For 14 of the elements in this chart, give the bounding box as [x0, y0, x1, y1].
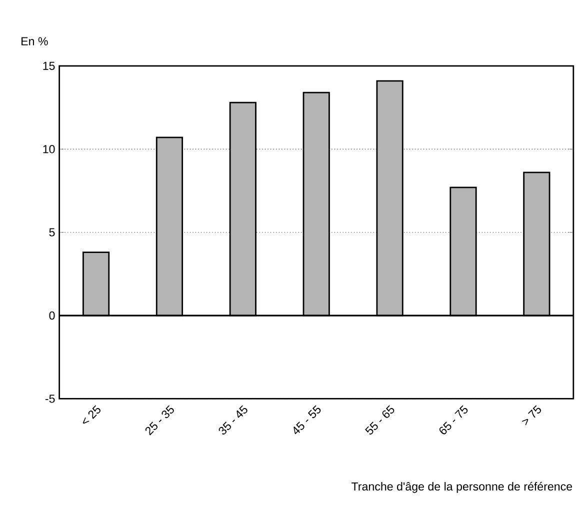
y-tick-label: -5 [45, 394, 55, 403]
x-tick-label: > 75 [522, 405, 541, 426]
x-tick-label: < 25 [82, 405, 100, 424]
x-tick-label: 55 - 65 [365, 405, 394, 434]
x-tick-label: 65 - 75 [439, 405, 468, 434]
x-tick-label: 35 - 45 [218, 405, 248, 434]
y-tick-label: 15 [43, 62, 55, 70]
y-tick-label: 5 [49, 228, 55, 236]
y-axis-title: En % [22, 37, 48, 46]
y-tick-label: 10 [43, 144, 55, 154]
y-tick-label: 0 [49, 311, 55, 320]
x-tick-label: 45 - 55 [294, 405, 321, 434]
x-axis-title: Tranche d'âge de la personne de référence [352, 482, 572, 493]
x-tick-label: 25 - 35 [145, 405, 174, 436]
